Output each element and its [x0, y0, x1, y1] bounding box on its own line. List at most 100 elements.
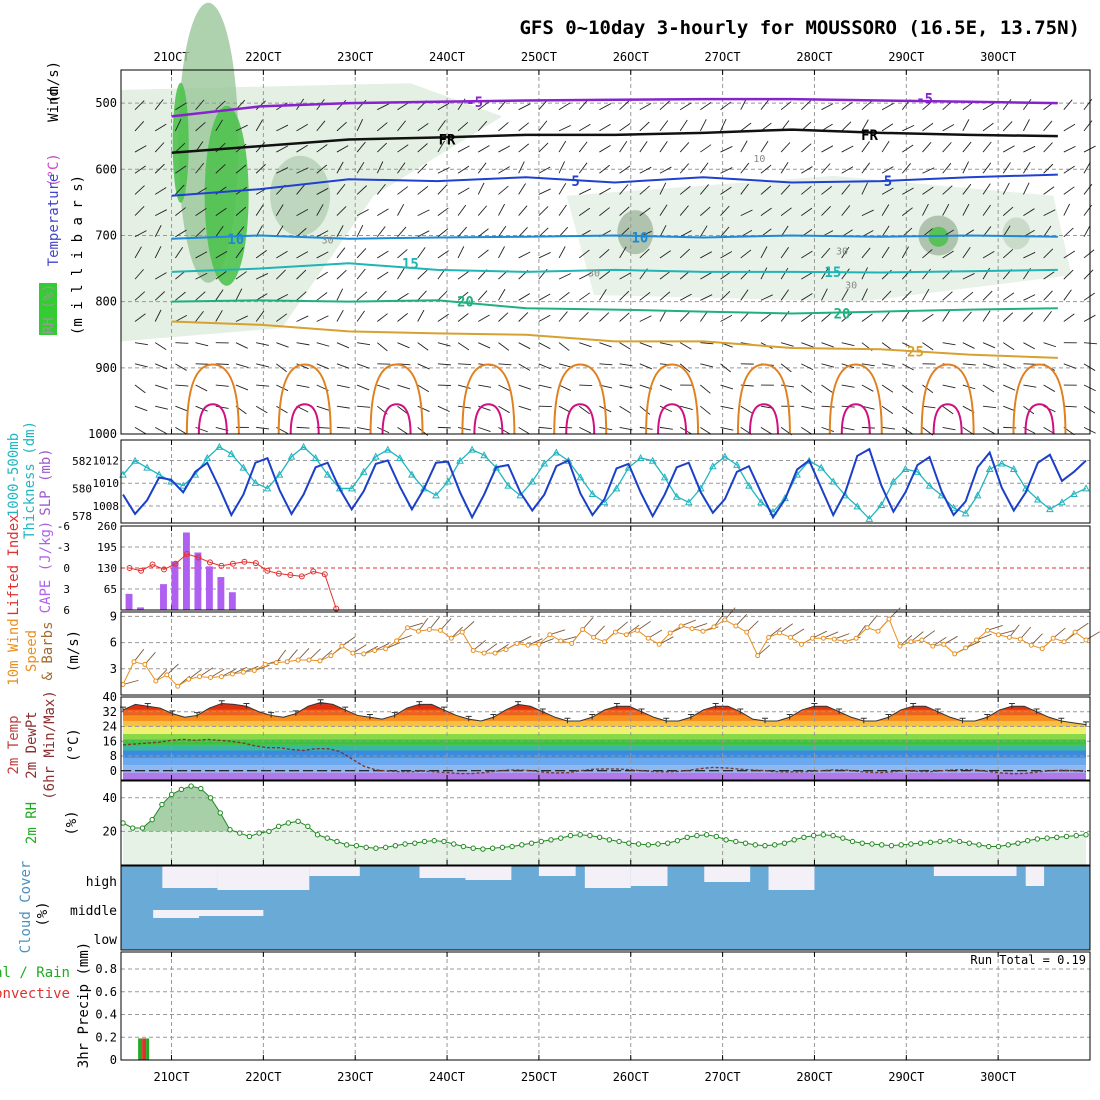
thickness-point [889, 477, 898, 485]
wind-barb [821, 342, 834, 348]
thickness-point [1082, 484, 1090, 492]
wind-barb [982, 141, 992, 153]
wind-barb [195, 122, 206, 132]
temp-band [123, 757, 1086, 766]
wind-barb [861, 426, 875, 429]
wind-barb [821, 426, 834, 432]
rh2m-point [781, 840, 788, 846]
li-tick: 0 [63, 562, 70, 575]
wind-barb [134, 313, 146, 322]
wind-barb [801, 143, 812, 153]
cape-tick: 130 [97, 562, 117, 575]
wind-barb [619, 100, 630, 111]
rh2m-point [703, 832, 710, 838]
date-tick-bottom: 22OCT [245, 1070, 281, 1084]
wind-barb [579, 342, 592, 348]
temp-band [123, 709, 1086, 716]
wind-barb [720, 186, 732, 195]
wind10-barb [976, 633, 992, 641]
wind-barb [922, 288, 930, 301]
wind-barb [922, 142, 932, 153]
cloud-category-label: low [94, 933, 118, 948]
wind-barb [134, 269, 144, 280]
wind-barb [538, 206, 549, 216]
wind-barb [1063, 165, 1075, 174]
wind-barb [982, 405, 997, 409]
wind-barb [356, 248, 367, 259]
rh2m-point [742, 840, 749, 846]
wind-barb [377, 208, 389, 216]
wind-barb [881, 246, 890, 259]
wind-barb [639, 102, 652, 111]
wind-barb [1063, 313, 1075, 322]
wind-barb [659, 250, 671, 259]
temp-band [123, 750, 1086, 758]
rh2m-point [188, 783, 194, 789]
wind-barb [457, 226, 468, 238]
wind10-point [251, 668, 257, 674]
temp-minmax-mark [1008, 702, 1015, 709]
wind10-barb [965, 640, 981, 649]
wind-barb [700, 144, 712, 153]
wind-barb [457, 313, 469, 322]
wind-barb [619, 426, 633, 431]
rh2m-point [947, 837, 953, 844]
rh2m-point [159, 801, 165, 808]
wind10-barb [823, 631, 839, 639]
wind10-barb [166, 663, 179, 676]
rh2m-point [1083, 832, 1089, 838]
rh2m-point [431, 837, 437, 844]
wind-barb [659, 291, 671, 301]
wind-barb [134, 145, 147, 153]
temp-minmax-mark [391, 712, 398, 718]
rh-legend-swatch [39, 283, 57, 335]
date-tick-top: 21OCT [153, 50, 189, 64]
wind-barb [437, 140, 445, 153]
isotherm-label: 25 [907, 344, 924, 360]
wind-barb [902, 363, 914, 371]
temp-minmax-mark [1033, 708, 1040, 714]
thickness-point [179, 481, 188, 489]
wind10-barb [899, 635, 913, 647]
wind-barb [336, 342, 350, 349]
thickness-point [468, 445, 476, 453]
precip-ylabel: 3hr Precip (mm) [76, 942, 92, 1068]
isotherm-label: -5 [466, 95, 483, 111]
thickness-point [829, 477, 838, 485]
rh2m-point [480, 846, 486, 852]
rh2m-point [879, 842, 885, 848]
wind-barb [134, 405, 148, 412]
surface-isotherm [185, 363, 240, 435]
wind10-barb [538, 638, 554, 645]
wind-barb [417, 269, 428, 280]
wind-barb [679, 142, 690, 153]
wind-barb [841, 342, 855, 347]
temp-minmax-mark [638, 708, 645, 714]
surface-isotherm [1012, 363, 1067, 435]
wind10-point [711, 624, 717, 630]
wind-barb [154, 209, 167, 217]
wind-barb [134, 342, 148, 346]
wind-barb [982, 384, 995, 393]
wind-barb [700, 405, 711, 415]
wind-barb [962, 311, 972, 322]
wind-barb [538, 384, 552, 389]
rh-contour-label: 30 [588, 269, 600, 280]
surface-isotherm [645, 363, 700, 435]
wind-barb [1023, 294, 1036, 301]
wind-barb [296, 184, 306, 195]
wind10-barb [987, 624, 1003, 631]
wind-barb [720, 118, 727, 132]
lifted-index-point [241, 558, 248, 565]
wind-barb [1023, 161, 1031, 174]
wind-barb [679, 342, 692, 350]
wind-barb [417, 290, 427, 301]
temp-minmax-mark [687, 714, 694, 720]
precip-tick: 0.8 [95, 962, 117, 976]
wind-barb [639, 207, 651, 216]
wind-barb [316, 164, 328, 174]
wind-barb [1023, 119, 1030, 132]
thickness-point [576, 473, 585, 481]
wind-barb [901, 290, 912, 301]
